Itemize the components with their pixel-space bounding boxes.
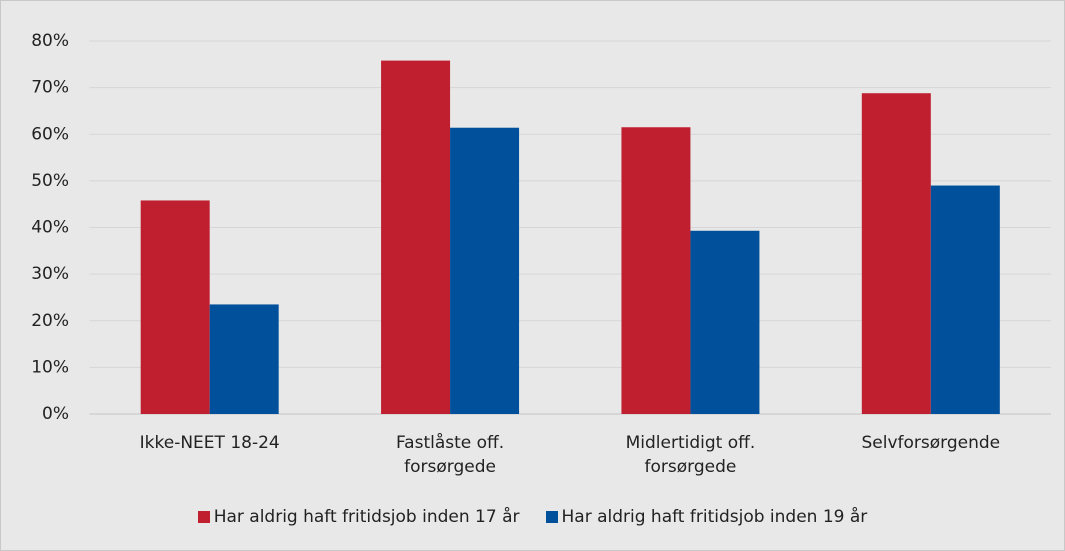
legend-swatch bbox=[197, 511, 210, 523]
legend-item: Har aldrig haft fritidsjob inden 17 år bbox=[197, 507, 520, 527]
legend-swatch bbox=[545, 511, 558, 523]
y-tick-label: 60% bbox=[31, 124, 69, 144]
bar bbox=[621, 127, 691, 414]
legend-item: Har aldrig haft fritidsjob inden 19 år bbox=[545, 507, 868, 527]
y-tick-label: 80% bbox=[31, 31, 69, 51]
bar bbox=[690, 230, 760, 414]
x-tick-label: Midlertidigt off. forsørgede bbox=[625, 433, 756, 477]
bar bbox=[381, 60, 451, 415]
x-tick-label: Fastlåste off. forsørgede bbox=[395, 433, 505, 477]
y-tick-label: 20% bbox=[31, 311, 69, 331]
bar bbox=[209, 304, 279, 414]
y-tick-label: 50% bbox=[31, 171, 69, 191]
y-tick-label: 10% bbox=[31, 357, 69, 377]
legend: Har aldrig haft fritidsjob inden 17 år Ha… bbox=[1, 507, 1064, 527]
x-tick-label: Selvforsørgende bbox=[861, 433, 1001, 453]
bar bbox=[930, 185, 1000, 414]
bar bbox=[450, 127, 520, 414]
y-tick-label: 0% bbox=[42, 404, 69, 424]
bar bbox=[140, 200, 210, 414]
legend-label: Har aldrig haft fritidsjob inden 17 år bbox=[213, 507, 520, 527]
y-tick-label: 40% bbox=[31, 218, 69, 238]
y-tick-label: 70% bbox=[31, 78, 69, 98]
x-tick-label: Ikke-NEET 18-24 bbox=[139, 433, 280, 453]
y-tick-label: 30% bbox=[31, 264, 69, 284]
bar bbox=[861, 93, 931, 414]
legend-label: Har aldrig haft fritidsjob inden 19 år bbox=[561, 507, 868, 527]
